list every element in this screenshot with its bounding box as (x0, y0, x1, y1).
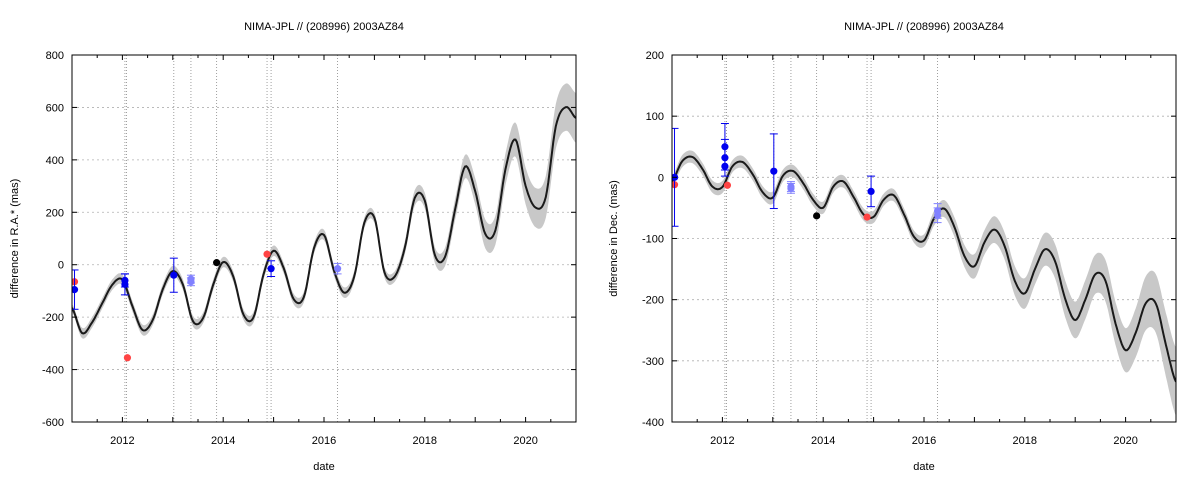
y-tick-label: 0 (58, 260, 64, 272)
y-tick-label: 400 (46, 155, 64, 167)
y-tick-label: -300 (642, 356, 664, 368)
y-tick-label: 0 (658, 172, 664, 184)
y-tick-label: -400 (642, 417, 664, 429)
observation-point (267, 265, 275, 273)
plot-area (72, 55, 576, 422)
x-tick-label: 2016 (912, 435, 936, 447)
observation-point (787, 184, 795, 192)
y-tick-label: -600 (42, 417, 64, 429)
observation-point (213, 259, 221, 267)
y-tick-label: -200 (642, 295, 664, 307)
observation-point (170, 271, 178, 279)
y-tick-label: -200 (42, 312, 64, 324)
dec-panel: -400 -300 -200 -100 0 100 200 2012 2014 2016 2018 2… (608, 21, 1177, 473)
observation-point (934, 211, 942, 219)
observation-point (723, 181, 732, 189)
observation-point (187, 278, 195, 286)
x-tick-label: 2020 (1113, 435, 1137, 447)
plot-area (672, 55, 1176, 422)
x-tick-label: 2014 (211, 435, 235, 447)
observation-point (72, 286, 79, 294)
model-line (72, 106, 576, 335)
y-tick-label: 600 (46, 102, 64, 114)
uncertainty-band (72, 83, 576, 339)
observation-point (123, 354, 132, 362)
y-tick-label: 800 (46, 50, 64, 62)
uncertainty-band (672, 150, 1176, 417)
x-axis-label: date (913, 461, 934, 473)
observation-point (334, 265, 342, 273)
x-axis-label: date (313, 461, 334, 473)
x-tick-label: 2020 (513, 435, 537, 447)
observation-point (863, 213, 871, 221)
x-tick-label: 2014 (811, 435, 835, 447)
x-tick-label: 2012 (110, 435, 134, 447)
x-tick-label: 2012 (710, 435, 734, 447)
y-tick-label: 200 (46, 207, 64, 219)
x-tick-label: 2018 (413, 435, 437, 447)
y-tick-label: 200 (646, 50, 664, 62)
observation-point (263, 250, 271, 258)
ra-panel: -600 -400 -200 0 200 400 600 800 2012 2014 2016 201… (9, 21, 577, 473)
observation-point (721, 162, 729, 170)
y-tick-label: -100 (642, 234, 664, 246)
observation-point (721, 154, 729, 162)
x-tick-label: 2018 (1013, 435, 1037, 447)
y-axis-label: difference in R.A.* (mas) (9, 179, 21, 299)
y-tick-label: -400 (42, 365, 64, 377)
y-axis-label: difference in Dec. (mas) (608, 180, 620, 297)
chart-title: NIMA-JPL // (208996) 2003AZ84 (244, 21, 404, 33)
observation-point (72, 278, 79, 286)
chart-title: NIMA-JPL // (208996) 2003AZ84 (844, 21, 1004, 33)
observation-point (770, 167, 778, 175)
y-tick-label: 100 (646, 111, 664, 123)
observation-point (121, 280, 129, 288)
observation-point (813, 212, 821, 220)
observation-point (672, 181, 679, 189)
observation-point (867, 187, 875, 196)
model-line (672, 155, 1176, 383)
x-tick-label: 2016 (312, 435, 336, 447)
